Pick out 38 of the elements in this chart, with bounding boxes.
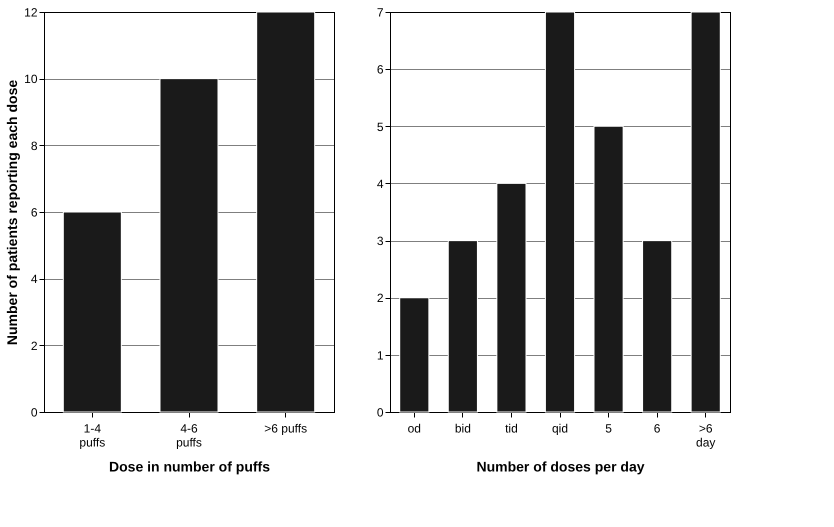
x-axis-title: Number of doses per day [476,458,645,474]
y-tick-label: 5 [376,120,384,134]
y-tick-label: 7 [376,6,384,20]
x-tick-label: bid [454,422,471,436]
x-tick-label: tid [505,422,518,436]
y-tick-label: 12 [24,6,38,20]
x-tick-label: >6 day [696,422,716,450]
bar [594,126,624,412]
x-tick-label: 1-4 puffs [79,422,106,450]
bar [690,12,721,412]
x-tick-label: 5 [605,422,612,436]
y-axis-title: Number of patients reporting each dose [4,80,20,346]
x-tick-label: >6 puffs [264,422,308,436]
bar [496,182,526,412]
y-tick-label: 2 [30,338,38,353]
y-tick-label: 0 [376,406,384,420]
y-tick-label: 4 [376,176,384,191]
bar [642,240,672,412]
y-tick-label: 6 [376,62,384,77]
x-tick-label: 4-6 puffs [176,422,202,450]
y-tick-label: 3 [376,234,384,248]
x-tick-label: qid [552,422,568,436]
x-tick-label: 6 [654,422,661,436]
x-axis-title: Dose in number of puffs [109,458,270,474]
x-tick-label: od [408,422,421,436]
bar [256,12,316,412]
bar [62,212,122,412]
y-tick-label: 6 [30,206,38,220]
y-tick-label: 1 [376,348,384,362]
y-tick-label: 8 [30,138,38,153]
bar [160,78,218,412]
bar [448,240,478,412]
y-tick-label: 4 [30,272,38,286]
y-tick-label: 0 [30,406,38,420]
y-tick-label: 10 [24,72,38,86]
y-tick-label: 2 [376,291,384,306]
bar [544,12,576,412]
bar [399,297,430,412]
